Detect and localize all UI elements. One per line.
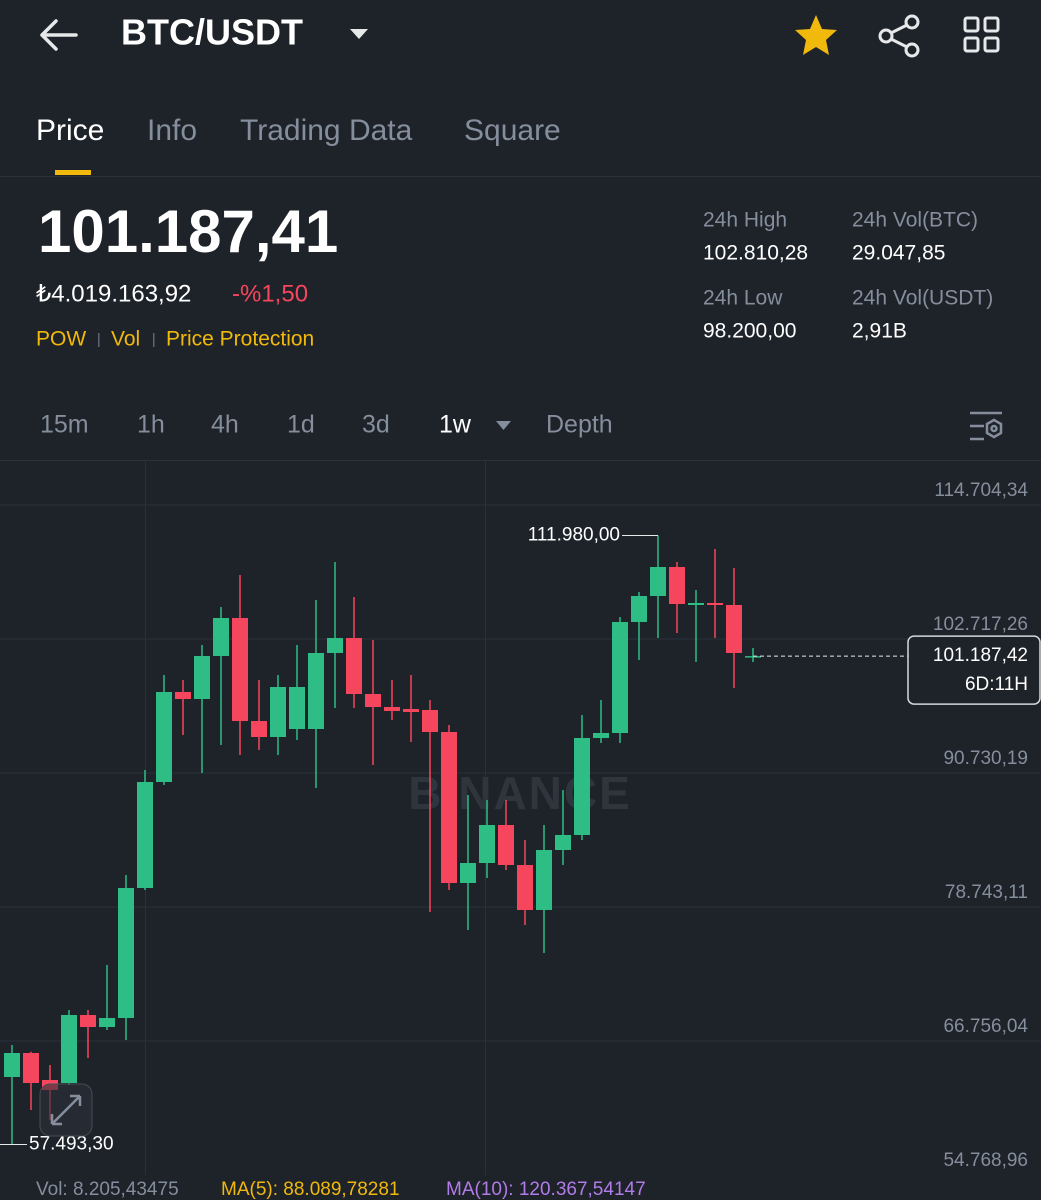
candle-body (156, 691, 172, 782)
layout-button[interactable] (963, 16, 1000, 53)
interval[interactable]: 4h (211, 411, 239, 439)
candlestick-chart: BINANCE114.704,34102.717,2690.730,1978.7… (0, 480, 1041, 1200)
stat-label: 24h Vol(BTC) (852, 209, 978, 232)
candle-body (327, 638, 343, 653)
candle-body (745, 656, 761, 658)
candle-body (61, 1014, 77, 1083)
interval[interactable]: Depth (546, 411, 613, 439)
price-change: -%1,50 (232, 280, 308, 307)
y-tick-label: 102.717,26 (933, 614, 1028, 635)
candle-body (365, 693, 381, 708)
interval-active[interactable]: 1w (439, 411, 472, 439)
indicator-label: MA(5): 88.089,78281 (221, 1179, 400, 1200)
candle-body (593, 733, 609, 738)
separator (153, 333, 155, 347)
candle-body (669, 566, 685, 604)
candle-body (80, 1014, 96, 1028)
candle-body (346, 638, 362, 694)
indicator-label: Vol: 8.205,43475 (36, 1179, 179, 1200)
stat-value: 102.810,28 (703, 242, 808, 265)
interval-dropdown[interactable] (496, 421, 511, 430)
tab[interactable]: Trading Data (240, 114, 413, 147)
last-price: 101.187,41 (38, 198, 338, 265)
y-tick-label: 66.756,04 (943, 1016, 1028, 1037)
candle-body (213, 617, 229, 657)
candle-body (498, 825, 514, 866)
share-button[interactable] (878, 14, 920, 58)
candle-body (707, 603, 723, 606)
chart-settings[interactable] (970, 411, 1003, 441)
candle-body (137, 781, 153, 888)
back-button[interactable] (40, 19, 78, 51)
y-tick-label: 78.743,11 (945, 882, 1028, 903)
candle-body (232, 617, 248, 721)
candle-body (422, 709, 438, 732)
indicator-label: MA(10): 120.367,54147 (446, 1179, 646, 1200)
tab-indicator (55, 170, 91, 175)
interval[interactable]: 1h (137, 411, 165, 439)
y-tick-label: 90.730,19 (943, 748, 1028, 769)
tab[interactable]: Square (464, 114, 561, 147)
vertical-grid-line (485, 461, 486, 1175)
candle-body (555, 834, 571, 850)
divider (0, 460, 1041, 461)
stat-label: 24h Vol(USDT) (852, 287, 993, 310)
countdown-label: 6D:11H (965, 674, 1028, 695)
candle-body (23, 1052, 39, 1083)
candle-body (175, 691, 191, 699)
tag[interactable]: POW (36, 328, 86, 351)
pair-title[interactable]: BTC/USDT (121, 12, 303, 53)
candle-body (612, 621, 628, 734)
favorite-star[interactable] (795, 15, 837, 55)
interval[interactable]: 1d (287, 411, 315, 439)
candle-body (194, 656, 210, 699)
candle-body (631, 595, 647, 622)
pair-dropdown[interactable] (350, 29, 368, 39)
low-label: 57.493,30 (29, 1134, 114, 1155)
stat-value: 2,91B (852, 320, 907, 343)
candle-body (536, 849, 552, 910)
candle-body (289, 687, 305, 729)
stat-label: 24h High (703, 209, 787, 232)
divider (0, 176, 1041, 177)
candle-body (251, 720, 267, 738)
candle-body (384, 707, 400, 712)
interval[interactable]: 15m (40, 411, 89, 439)
candle-body (650, 566, 666, 596)
stat-value: 98.200,00 (703, 320, 796, 343)
separator (98, 333, 100, 347)
current-price-box (907, 635, 1041, 705)
candle-body (460, 862, 476, 883)
candle-body (574, 737, 590, 835)
high-label: 111.980,00 (528, 524, 620, 545)
candle-body (688, 603, 704, 606)
stat-value: 29.047,85 (852, 242, 945, 265)
candle-body (403, 709, 419, 712)
tag[interactable]: Vol (111, 328, 140, 351)
candle-body (270, 687, 286, 738)
candle-body (99, 1017, 115, 1028)
y-tick-label: 114.704,34 (934, 480, 1028, 501)
candle-body (726, 605, 742, 653)
tab[interactable]: Price (36, 114, 104, 147)
candle-body (517, 865, 533, 910)
candle-body (118, 887, 134, 1018)
fullscreen-button[interactable] (39, 1083, 93, 1137)
y-tick-label: 54.768,96 (943, 1150, 1028, 1171)
candle-body (441, 731, 457, 883)
candle-body (4, 1052, 20, 1077)
tag[interactable]: Price Protection (166, 328, 314, 351)
stat-label: 24h Low (703, 287, 783, 310)
interval[interactable]: 3d (362, 411, 390, 439)
tab[interactable]: Info (147, 114, 197, 147)
current-price-label: 101.187,42 (933, 645, 1028, 666)
candle-body (479, 825, 495, 863)
fiat-price: ₺4.019.163,92 (36, 280, 191, 307)
candle-body (308, 652, 324, 729)
